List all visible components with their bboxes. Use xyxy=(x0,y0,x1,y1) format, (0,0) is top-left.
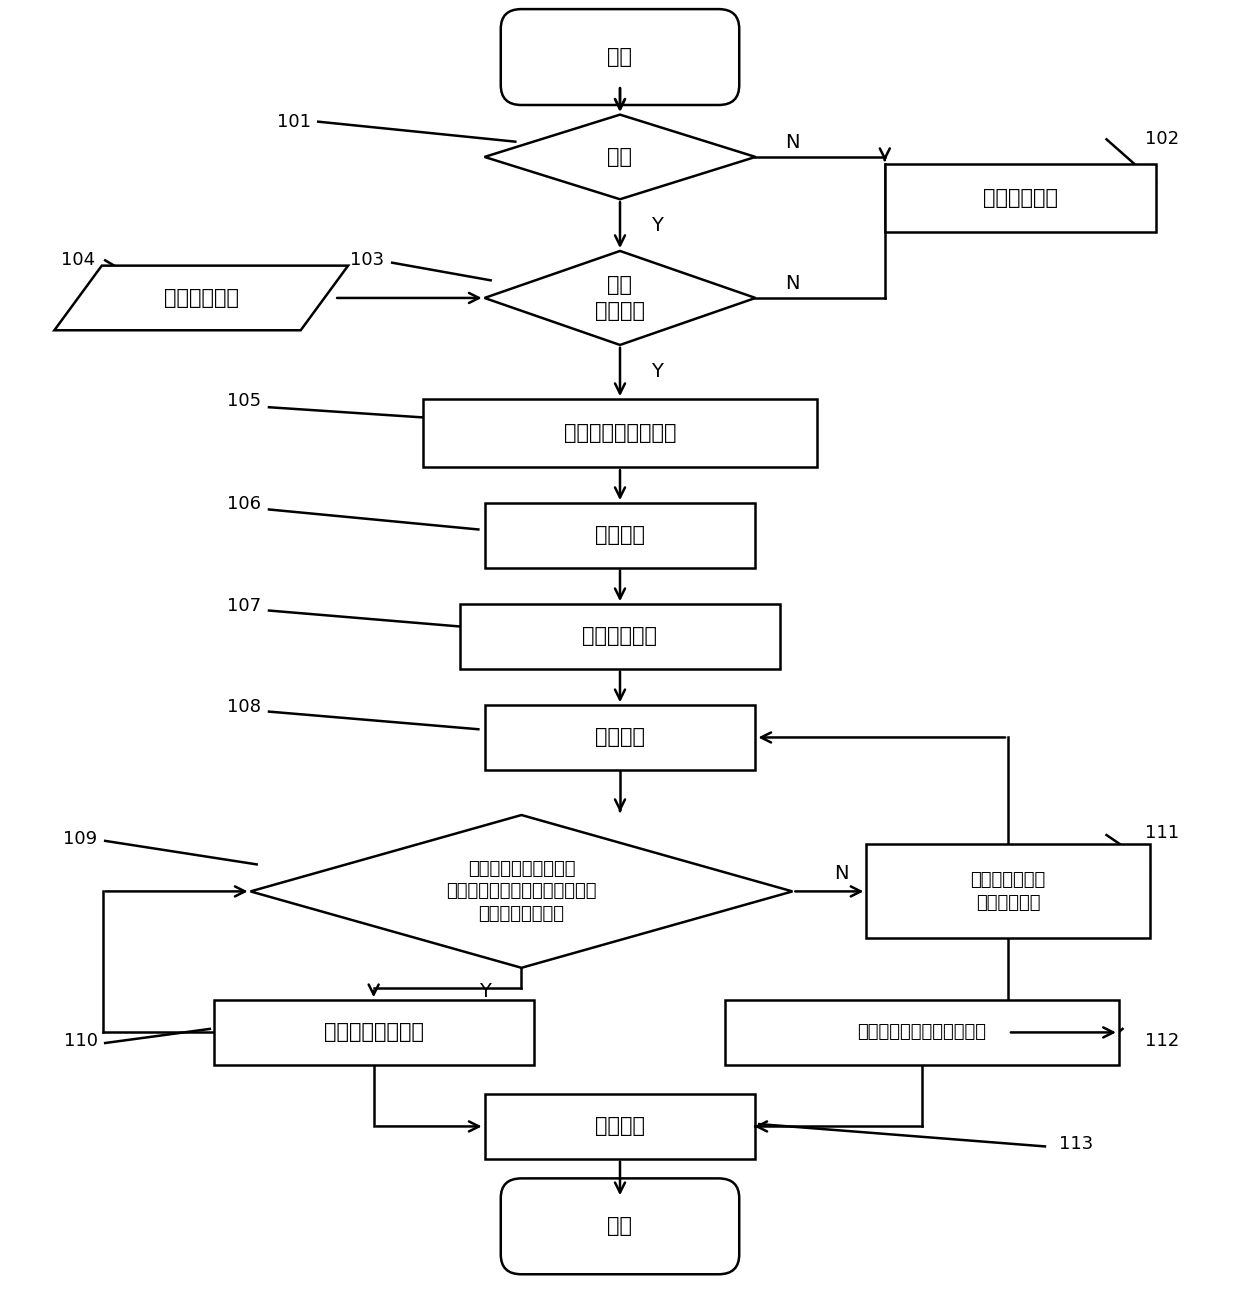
Text: 结束: 结束 xyxy=(608,1216,632,1236)
Text: 103: 103 xyxy=(351,251,384,269)
Text: 换挡执行机构: 换挡执行机构 xyxy=(583,626,657,647)
FancyBboxPatch shape xyxy=(501,1179,739,1274)
Text: N: N xyxy=(785,133,800,152)
Text: 112: 112 xyxy=(1145,1032,1179,1050)
Text: 恢复到自动或手动模式行驶: 恢复到自动或手动模式行驶 xyxy=(857,1024,986,1041)
Text: Y: Y xyxy=(651,363,663,381)
Text: 锁止档位: 锁止档位 xyxy=(595,727,645,748)
Text: Y: Y xyxy=(651,216,663,234)
Text: 104: 104 xyxy=(61,251,95,269)
Text: 109: 109 xyxy=(63,830,98,847)
Bar xyxy=(213,1000,533,1064)
Text: 113: 113 xyxy=(1059,1134,1092,1153)
Text: N: N xyxy=(785,275,800,293)
Text: 101: 101 xyxy=(277,113,310,130)
Text: 105: 105 xyxy=(227,393,262,410)
Text: 按一下档位锁止按钮: 按一下档位锁止按钮 xyxy=(564,423,676,444)
FancyBboxPatch shape xyxy=(501,9,739,105)
Text: 111: 111 xyxy=(1145,824,1179,842)
Text: 110: 110 xyxy=(63,1032,98,1050)
Polygon shape xyxy=(485,114,755,199)
Bar xyxy=(423,399,817,467)
Bar xyxy=(485,1094,755,1159)
Text: 保持锁止档位行驶: 保持锁止档位行驶 xyxy=(324,1023,424,1042)
Text: 完成上坡: 完成上坡 xyxy=(595,1116,645,1137)
Text: 是否满足该档行驶条件
（保证车辆在坡道上能正常行驶
且发动机不熄火）: 是否满足该档行驶条件 （保证车辆在坡道上能正常行驶 且发动机不熄火） xyxy=(446,860,596,924)
Text: 是否
锁止档位: 是否 锁止档位 xyxy=(595,275,645,321)
Bar xyxy=(867,844,1149,938)
Text: N: N xyxy=(835,864,849,883)
Text: 102: 102 xyxy=(1145,130,1179,148)
Text: 正常档位行驶: 正常档位行驶 xyxy=(983,189,1058,208)
Text: 106: 106 xyxy=(227,494,262,513)
Bar xyxy=(460,604,780,669)
Polygon shape xyxy=(250,814,792,968)
Bar xyxy=(885,164,1156,232)
Text: 开始: 开始 xyxy=(608,47,632,68)
Text: 锁止按钮状态: 锁止按钮状态 xyxy=(164,288,239,308)
Text: Y: Y xyxy=(479,982,491,1000)
Text: 控制单元: 控制单元 xyxy=(595,526,645,545)
Text: 107: 107 xyxy=(227,597,262,615)
Text: 上坡: 上坡 xyxy=(608,147,632,167)
Bar xyxy=(485,503,755,567)
Polygon shape xyxy=(55,265,348,330)
Text: 108: 108 xyxy=(227,697,262,716)
Text: 强制降档，并锁
止在当前档位: 强制降档，并锁 止在当前档位 xyxy=(971,870,1045,912)
Bar xyxy=(724,1000,1118,1064)
Bar xyxy=(485,705,755,770)
Polygon shape xyxy=(485,251,755,345)
